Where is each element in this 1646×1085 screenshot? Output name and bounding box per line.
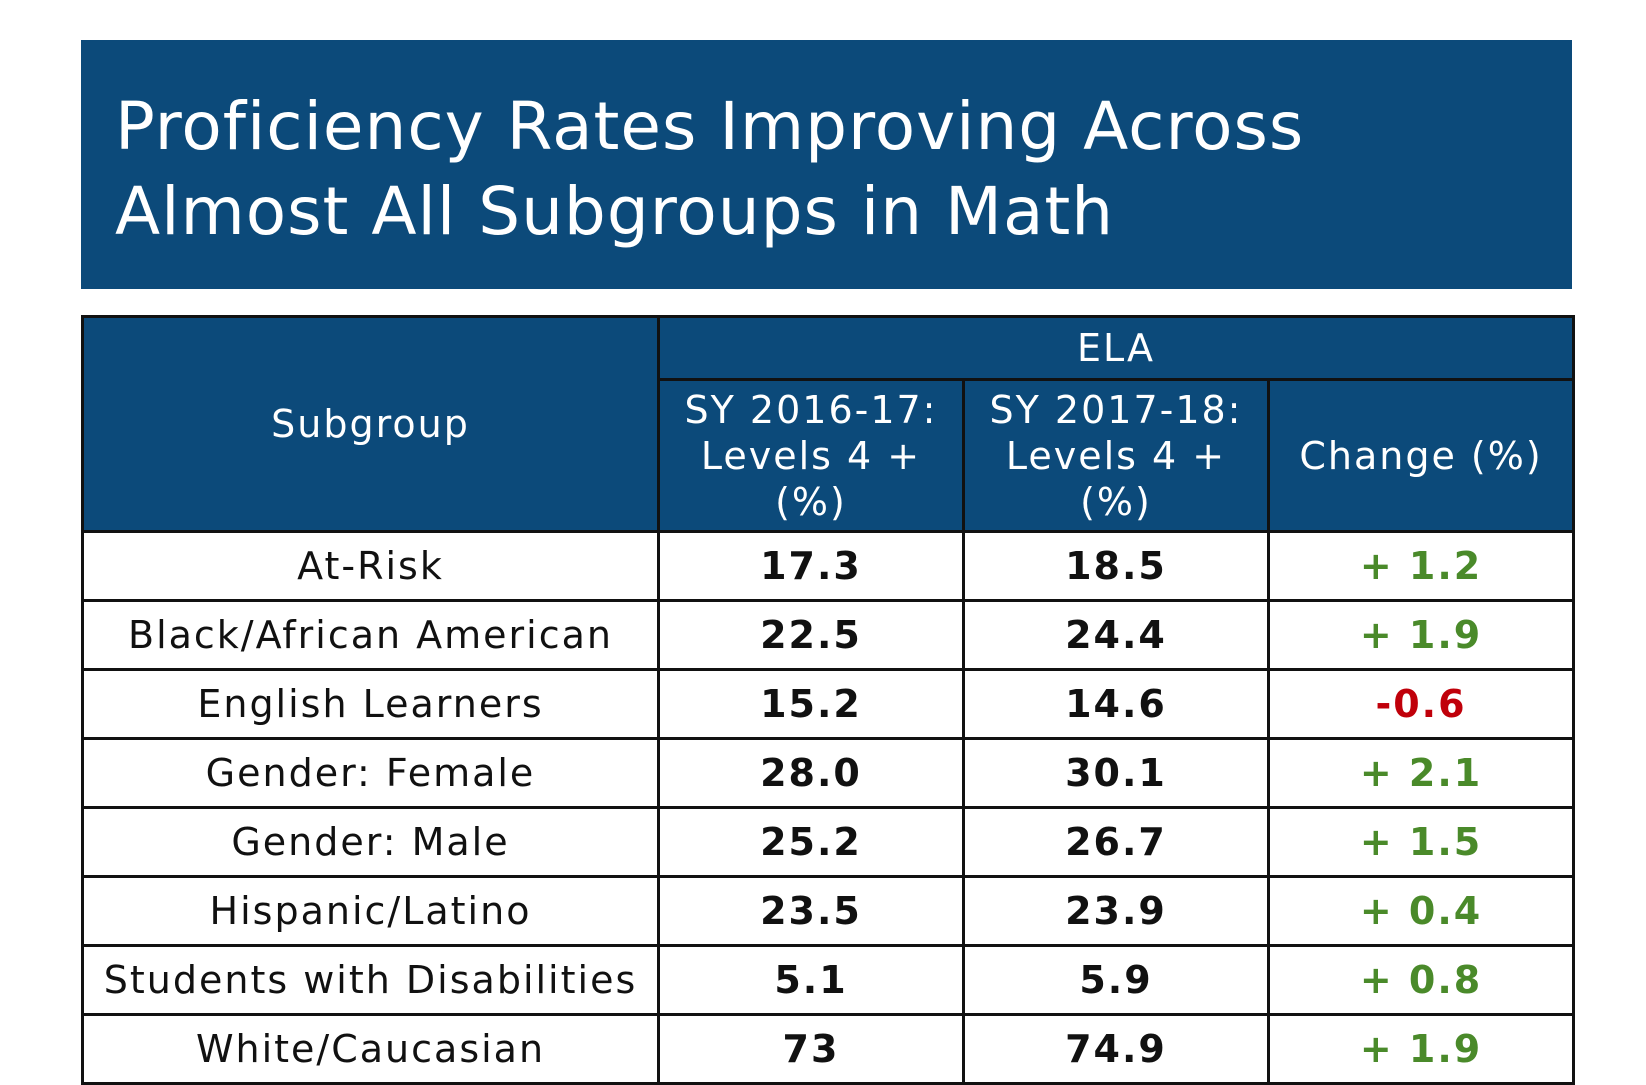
sy2017-18-value-cell: 24.4: [962, 599, 1270, 671]
sy2016-17-value-cell: 22.5: [657, 599, 965, 671]
subgroup-cell: English Learners: [81, 668, 660, 740]
table-row: Hispanic/Latino 23.5 23.9 + 0.4: [81, 875, 1576, 947]
sy2016-17-value-cell: 28.0: [657, 737, 965, 809]
sy2016-17-header-line: (%): [775, 479, 847, 524]
sy2017-18-value-cell: 23.9: [962, 875, 1270, 947]
sy2017-18-value-cell: 14.6: [962, 668, 1270, 740]
sy2016-17-value-cell: 17.3: [657, 530, 965, 602]
sy2017-18-header-line: SY 2017-18:: [989, 387, 1243, 432]
table-body: At-Risk 17.3 18.5 + 1.2 Black/African Americ…: [81, 530, 1576, 1085]
page-title-line-2: Almost All Subgroups in Math: [115, 173, 1115, 250]
sy2016-17-header-line: SY 2016-17:: [684, 387, 938, 432]
table-row: Gender: Male 25.2 26.7 + 1.5: [81, 806, 1576, 878]
sy2016-17-value-cell: 15.2: [657, 668, 965, 740]
sy2017-18-header-line: Levels 4 +: [1005, 433, 1227, 478]
change-value-cell: + 1.9: [1266, 1013, 1576, 1085]
table-row: At-Risk 17.3 18.5 + 1.2: [81, 530, 1576, 602]
subgroup-cell: Gender: Male: [81, 806, 660, 878]
subgroup-cell: White/Caucasian: [81, 1013, 660, 1085]
sy2017-18-value-cell: 18.5: [962, 530, 1270, 602]
subgroup-cell: Students with Disabilities: [81, 944, 660, 1016]
ela-group-header: ELA: [656, 314, 1576, 382]
sy2017-18-value-cell: 30.1: [962, 737, 1270, 809]
table-row: Students with Disabilities 5.1 5.9 + 0.8: [81, 944, 1576, 1016]
subgroup-column-header: Subgroup: [81, 315, 660, 533]
sy2017-18-value-cell: 74.9: [962, 1013, 1270, 1085]
subgroup-cell: Black/African American: [81, 599, 660, 671]
table-row: English Learners 15.2 14.6 -0.6: [81, 668, 1576, 740]
sy2017-18-header-line: (%): [1080, 479, 1152, 524]
proficiency-table: Subgroup ELA SY 2016-17: Levels 4 + (%) …: [81, 314, 1576, 1085]
change-value-cell: + 1.2: [1266, 530, 1576, 602]
subgroup-cell: Gender: Female: [81, 737, 660, 809]
change-value-cell: + 1.5: [1266, 806, 1576, 878]
change-value-cell: + 1.9: [1266, 599, 1576, 671]
title-banner: Proficiency Rates Improving Across Almos…: [81, 40, 1572, 289]
sy2016-17-value-cell: 73: [657, 1013, 965, 1085]
change-column-header: Change (%): [1266, 378, 1576, 533]
subgroup-cell: At-Risk: [81, 530, 660, 602]
sy2017-18-column-header: SY 2017-18: Levels 4 + (%): [962, 378, 1270, 533]
sy2016-17-header-line: Levels 4 +: [700, 433, 922, 478]
sy2016-17-column-header: SY 2016-17: Levels 4 + (%): [657, 378, 965, 533]
change-value-cell: + 0.4: [1266, 875, 1576, 947]
subgroup-cell: Hispanic/Latino: [81, 875, 660, 947]
sy2017-18-value-cell: 26.7: [962, 806, 1270, 878]
sy2016-17-value-cell: 5.1: [657, 944, 965, 1016]
sy2016-17-value-cell: 25.2: [657, 806, 965, 878]
change-value-cell: -0.6: [1266, 668, 1576, 740]
sy2016-17-value-cell: 23.5: [657, 875, 965, 947]
table-row: Gender: Female 28.0 30.1 + 2.1: [81, 737, 1576, 809]
change-value-cell: + 2.1: [1266, 737, 1576, 809]
page-title-line-1: Proficiency Rates Improving Across: [115, 88, 1305, 165]
change-value-cell: + 0.8: [1266, 944, 1576, 1016]
table-row: White/Caucasian 73 74.9 + 1.9: [81, 1013, 1576, 1085]
sy2017-18-value-cell: 5.9: [962, 944, 1270, 1016]
table-row: Black/African American 22.5 24.4 + 1.9: [81, 599, 1576, 671]
